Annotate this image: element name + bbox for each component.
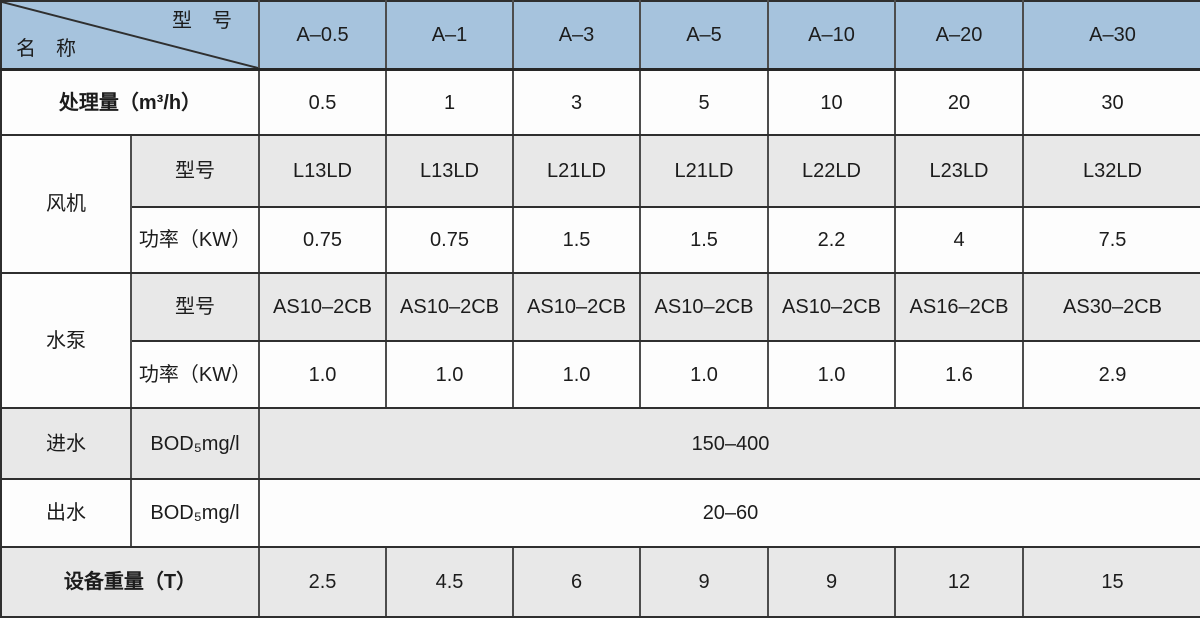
weight-value: 9 [767,546,896,618]
fan-power-value: 0.75 [385,206,514,274]
fan-model-value: L21LD [512,134,641,208]
inlet-range-value: 150–400 [258,407,1200,480]
capacity-value: 5 [639,68,769,136]
column-header-model: A–30 [1022,0,1200,71]
corner-label-name: 名 称 [16,38,76,60]
inlet-param-label: BOD₅mg/l [130,407,260,480]
outlet-row: 出水 BOD₅mg/l 20–60 [0,478,1200,548]
column-header-model: A–0.5 [258,0,387,71]
capacity-value: 0.5 [258,68,387,136]
pump-power-value: 1.6 [894,340,1024,409]
capacity-value: 3 [512,68,641,136]
fan-power-value: 2.2 [767,206,896,274]
pump-model-value: AS10–2CB [512,272,641,342]
pump-model-value: AS30–2CB [1022,272,1200,342]
pump-power-value: 1.0 [767,340,896,409]
pump-model-value: AS10–2CB [767,272,896,342]
corner-label-model: 型 号 [172,10,232,32]
diagonal-divider-line [2,2,258,68]
fan-power-value: 1.5 [639,206,769,274]
weight-value: 2.5 [258,546,387,618]
fan-model-row: 风机 型号 L13LD L13LD L21LD L21LD L22LD L23L… [0,134,1200,274]
fan-model-value: L22LD [767,134,896,208]
pump-power-value: 1.0 [512,340,641,409]
capacity-label: 处理量（m³/h） [0,68,260,136]
weight-value: 15 [1022,546,1200,618]
weight-row: 设备重量（T） 2.5 4.5 6 9 9 12 15 [0,546,1200,618]
column-header-model: A–5 [639,0,769,71]
fan-model-value: L32LD [1022,134,1200,208]
corner-header-cell: 型 号 名 称 [0,0,260,71]
weight-value: 4.5 [385,546,514,618]
weight-label: 设备重量（T） [0,546,260,618]
pump-group-label: 水泵 [0,272,132,409]
capacity-row: 处理量（m³/h） 0.5 1 3 5 10 20 30 [0,68,1200,136]
fan-model-value: L13LD [385,134,514,208]
pump-model-label: 型号 [130,272,260,342]
fan-model-value: L21LD [639,134,769,208]
fan-power-value: 1.5 [512,206,641,274]
column-header-model: A–10 [767,0,896,71]
capacity-value: 1 [385,68,514,136]
fan-power-value: 7.5 [1022,206,1200,274]
fan-model-label: 型号 [130,134,260,208]
column-header-model: A–3 [512,0,641,71]
pump-power-value: 1.0 [258,340,387,409]
inlet-row: 进水 BOD₅mg/l 150–400 [0,407,1200,480]
outlet-param-label: BOD₅mg/l [130,478,260,548]
pump-power-value: 2.9 [1022,340,1200,409]
pump-power-value: 1.0 [639,340,769,409]
pump-power-value: 1.0 [385,340,514,409]
fan-model-value: L23LD [894,134,1024,208]
inlet-label: 进水 [0,407,132,480]
pump-model-value: AS10–2CB [639,272,769,342]
weight-value: 12 [894,546,1024,618]
capacity-value: 30 [1022,68,1200,136]
fan-power-value: 0.75 [258,206,387,274]
column-header-model: A–20 [894,0,1024,71]
pump-power-label: 功率（KW） [130,340,260,409]
outlet-range-value: 20–60 [258,478,1200,548]
capacity-value: 10 [767,68,896,136]
fan-power-label: 功率（KW） [130,206,260,274]
outlet-label: 出水 [0,478,132,548]
pump-model-value: AS10–2CB [385,272,514,342]
header-row: 型 号 名 称 A–0.5 A–1 A–3 A–5 A–10 A–20 A–30 [0,0,1200,71]
pump-model-value: AS16–2CB [894,272,1024,342]
fan-power-row: 功率（KW） 0.75 0.75 1.5 1.5 2.2 4 7.5 [1,206,1200,274]
pump-model-value: AS10–2CB [258,272,387,342]
pump-model-row: 水泵 型号 AS10–2CB AS10–2CB AS10–2CB AS10–2C… [0,272,1200,409]
fan-group-label: 风机 [0,134,132,274]
pump-power-row: 功率（KW） 1.0 1.0 1.0 1.0 1.0 1.6 2.9 [1,340,1200,409]
fan-model-value: L13LD [258,134,387,208]
weight-value: 6 [512,546,641,618]
capacity-value: 20 [894,68,1024,136]
column-header-model: A–1 [385,0,514,71]
fan-power-value: 4 [894,206,1024,274]
weight-value: 9 [639,546,769,618]
